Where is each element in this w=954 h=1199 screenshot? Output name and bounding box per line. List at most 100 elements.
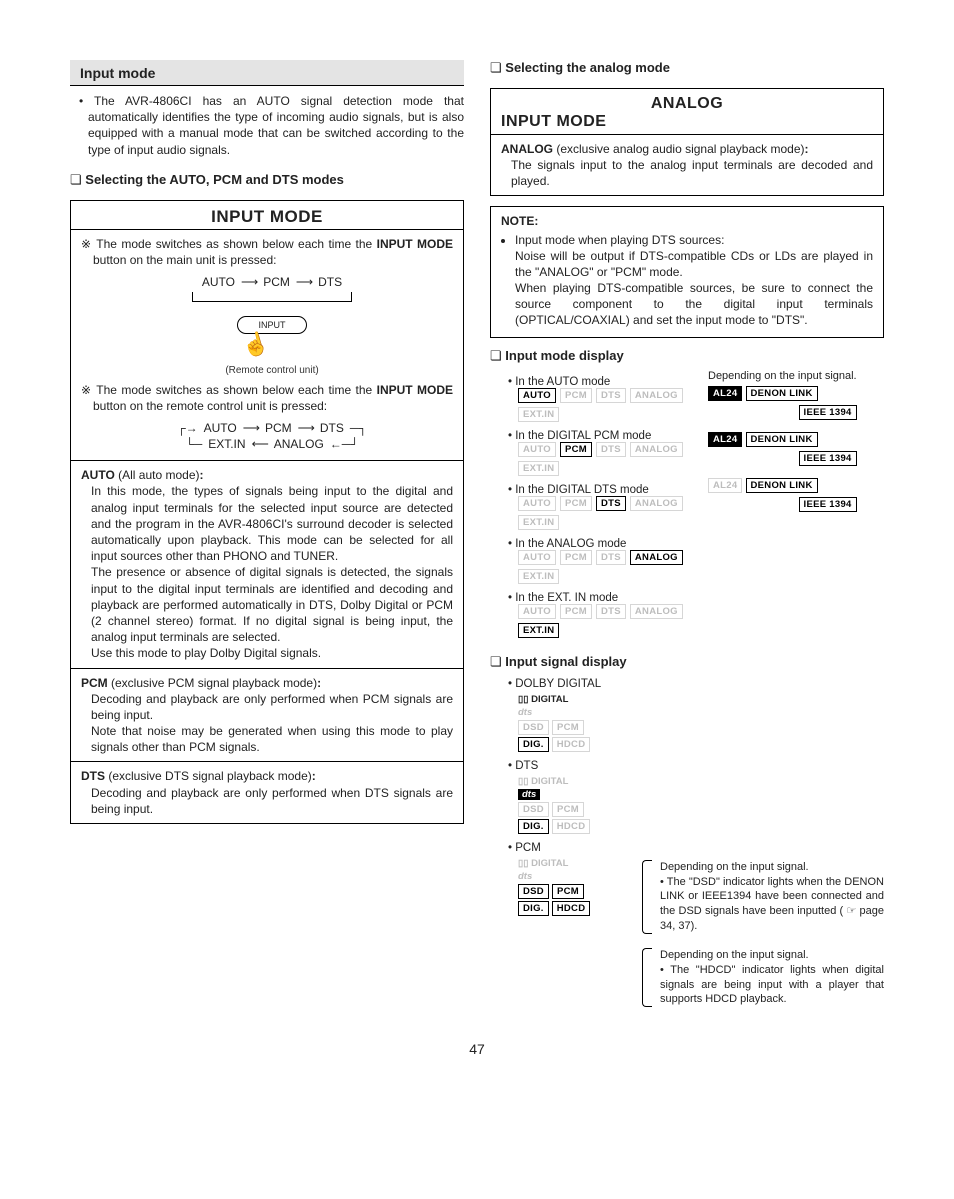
indicator-tag: AL24 — [708, 432, 742, 447]
indicator-tag: DSD — [518, 884, 549, 899]
dsd-note: Depending on the input signal. • The "DS… — [640, 856, 884, 944]
note-lead: Depending on the input signal. — [660, 949, 809, 961]
note-item: Input mode when playing DTS sources: Noi… — [515, 232, 873, 329]
indicator-tag: dts — [518, 789, 540, 800]
signal-notes: Depending on the input signal. • The "DS… — [640, 676, 884, 1018]
def-body: Decoding and playback are only performed… — [91, 691, 453, 723]
intro-paragraph: The AVR-4806CI has an AUTO signal detect… — [70, 86, 464, 162]
indicator-grid: AUTO PCM DTS ANALOG EXT.IN — [508, 388, 688, 422]
indicator-grid: AUTOPCMDTSANALOGEXT.IN — [508, 442, 688, 476]
indicator-tag: AL24 — [708, 386, 742, 401]
indicator-tag: AUTO — [518, 442, 556, 457]
mode-label: • In the EXT. IN mode — [508, 592, 688, 604]
note-body: The "DSD" indicator lights when the DENO… — [660, 876, 884, 933]
hdcd-note: Depending on the input signal. • The "HD… — [640, 944, 884, 1017]
def-paren: (exclusive PCM signal playback mode) — [111, 676, 317, 690]
subhead-selecting-analog: Selecting the analog mode — [490, 60, 884, 82]
signal-indicator-list: DOLBY DIGITAL▯▯ DIGITALdtsDSDPCMDIG.HDCD… — [490, 676, 630, 1018]
indicator-tag: IEEE 1394 — [799, 405, 857, 420]
panel-title: INPUT MODE — [71, 201, 463, 229]
text-bold: INPUT MODE — [377, 383, 453, 397]
signal-block: DOLBY DIGITAL▯▯ DIGITALdtsDSDPCMDIG.HDCD — [490, 676, 630, 758]
def-auto: AUTO (All auto mode): In this mode, the … — [71, 461, 463, 667]
signal-label: DOLBY DIGITAL — [508, 676, 630, 692]
indicator-tag: ANALOG — [630, 442, 683, 457]
note-box: NOTE: Input mode when playing DTS source… — [490, 206, 884, 337]
input-signal-area: DOLBY DIGITAL▯▯ DIGITALdtsDSDPCMDIG.HDCD… — [490, 676, 884, 1018]
indicator-tag: DIG. — [518, 901, 549, 916]
signal-label: DTS — [508, 758, 630, 774]
indicator-tag: ANALOG — [630, 550, 683, 565]
def-paren: (exclusive DTS signal playback mode) — [108, 769, 311, 783]
indicator-tag: AUTO — [518, 388, 556, 403]
signal-block: PCM▯▯ DIGITALdtsDSDPCMDIG.HDCD — [490, 840, 630, 922]
note-title: NOTE: — [501, 213, 873, 231]
def-paren: (exclusive analog audio signal playback … — [556, 142, 804, 156]
indicator-tag: DSD — [518, 802, 549, 817]
indicator-tag: DTS — [596, 550, 626, 565]
text: The mode switches as shown below each ti… — [96, 383, 376, 397]
def-colon: : — [317, 676, 321, 690]
note-lead: Depending on the input signal. — [660, 861, 809, 873]
mode-indicator-list: • In the AUTO modeAUTOPCMDTSANALOGEXT.IN… — [490, 370, 688, 644]
indicator-tag: PCM — [552, 884, 584, 899]
def-body: Use this mode to play Dolby Digital sign… — [91, 645, 453, 661]
def-body: Decoding and playback are only performed… — [91, 785, 453, 817]
section-header-input-mode: Input mode — [70, 60, 464, 86]
indicator-tag: HDCD — [552, 737, 591, 752]
analog-panel: ANALOG INPUT MODE ANALOG (exclusive anal… — [490, 88, 884, 196]
indicator-tag: EXT.IN — [518, 461, 559, 476]
signal-block: DTS▯▯ DIGITALdtsDSDPCMDIG.HDCD — [490, 758, 630, 840]
indicator-tag: PCM — [560, 388, 592, 403]
note-lead: Input mode when playing DTS sources: — [515, 233, 724, 247]
indicator-grid: AUTOPCMDTSANALOGEXT.IN — [508, 604, 688, 638]
seq-item: ANALOG — [274, 436, 324, 452]
indicator-tag: DTS — [596, 604, 626, 619]
input-mode-display-area: • In the AUTO modeAUTOPCMDTSANALOGEXT.IN… — [490, 370, 884, 644]
seq-item: AUTO — [202, 274, 235, 290]
sequence-diagram-2: ┌→ AUTO PCM DTS ─┐ └─ EXT.IN ANALOG ←─┘ — [91, 414, 453, 454]
indicator-tag: ▯▯ DIGITAL — [518, 776, 568, 787]
seq-item: PCM — [263, 274, 290, 290]
mode-row: • In the AUTO modeAUTO PCM DTS ANALOG EXT.IN — [508, 374, 688, 428]
mode-label: • In the DIGITAL PCM mode — [508, 430, 688, 442]
indicator-tag: DENON LINK — [746, 478, 818, 493]
remote-input-button-graphic: INPUT ☝ — [212, 316, 332, 360]
def-body: The signals input to the analog input te… — [511, 157, 873, 189]
indicator-tag: PCM — [552, 802, 584, 817]
depending-caption: Depending on the input signal. — [708, 370, 857, 386]
indicator-tag: DENON LINK — [746, 386, 818, 401]
indicator-tag: DIG. — [518, 737, 549, 752]
text-bold: INPUT MODE — [377, 237, 453, 251]
indicator-tag: ▯▯ DIGITAL — [518, 694, 568, 705]
def-label: AUTO — [81, 468, 115, 482]
indicator-tag: IEEE 1394 — [799, 451, 857, 466]
text: button on the remote control unit is pre… — [93, 399, 327, 413]
note-body: Noise will be output if DTS-compatible C… — [515, 249, 873, 279]
signal-grid: ▯▯ DIGITALdtsDSDPCMDIG.HDCD — [508, 856, 598, 922]
seq-item: EXT.IN — [208, 436, 245, 452]
seq-item: AUTO — [204, 420, 237, 436]
indicator-tag: ANALOG — [630, 604, 683, 619]
title-line: ANALOG — [491, 95, 883, 113]
title-line: INPUT MODE — [491, 113, 883, 131]
sequence-diagram-1: AUTO PCM DTS — [91, 268, 453, 304]
mode-row: • In the ANALOG modeAUTOPCMDTSANALOGEXT.… — [508, 536, 688, 590]
indicator-tag: PCM — [552, 720, 584, 735]
mode-row: • In the EXT. IN modeAUTOPCMDTSANALOGEXT… — [508, 590, 688, 644]
text: button on the main unit is pressed: — [93, 253, 276, 267]
note-body: The "HDCD" indicator lights when digital… — [660, 964, 884, 1006]
def-label: DTS — [81, 769, 105, 783]
indicator-tag: DTS — [596, 388, 626, 403]
indicator-tag: EXT.IN — [518, 407, 559, 422]
mode-label: • In the ANALOG mode — [508, 538, 688, 550]
indicator-tag: AUTO — [518, 496, 556, 511]
subhead-input-signal-display: Input signal display — [490, 644, 884, 676]
signal-grid: ▯▯ DIGITALdtsDSDPCMDIG.HDCD — [508, 692, 598, 758]
signal-label: PCM — [508, 840, 630, 856]
indicator-tag: PCM — [560, 550, 592, 565]
indicator-tag: ANALOG — [630, 388, 683, 403]
def-body: The presence or absence of digital signa… — [91, 564, 453, 645]
def-label: PCM — [81, 676, 108, 690]
mode-label: • In the AUTO mode — [508, 376, 688, 388]
